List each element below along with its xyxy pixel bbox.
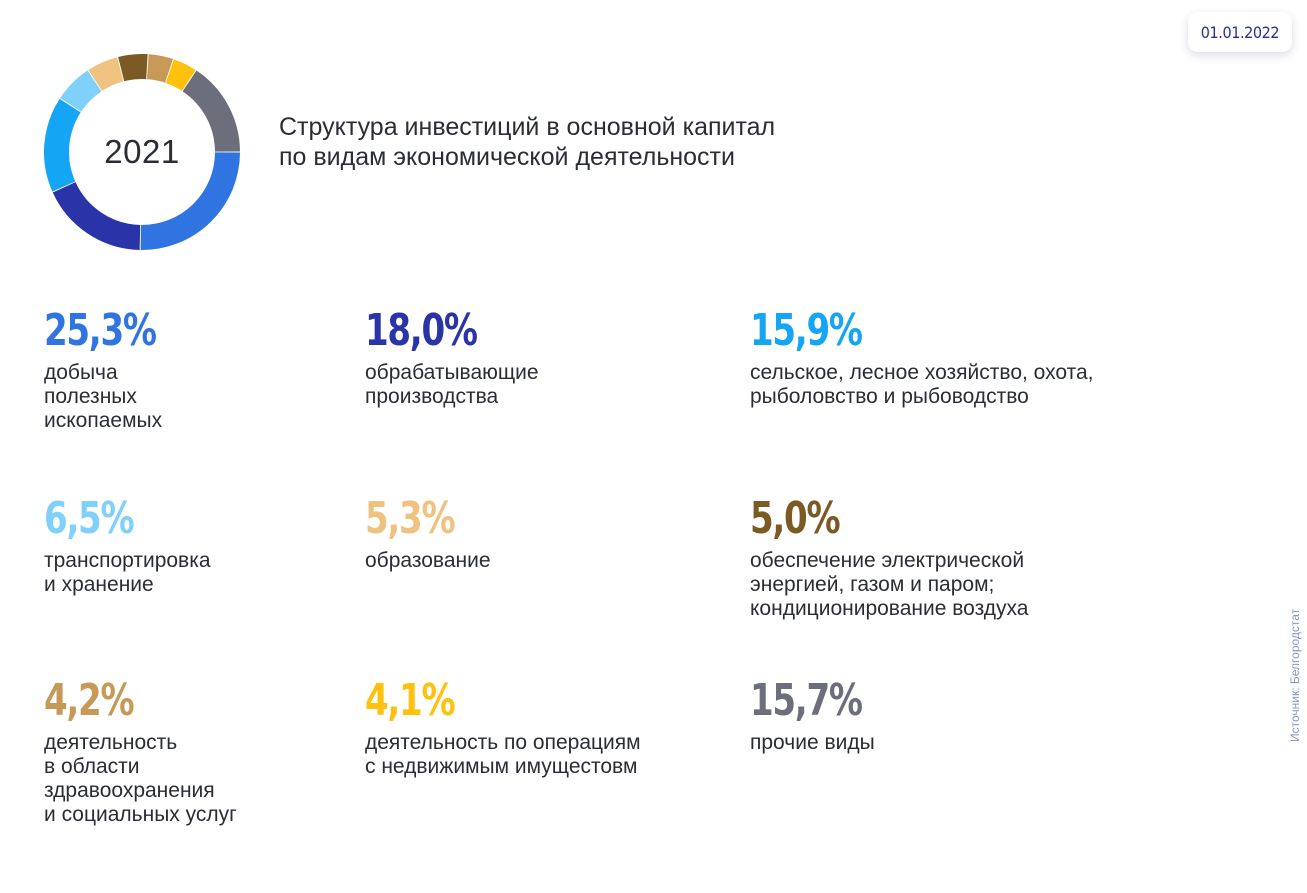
donut-slice — [88, 57, 124, 92]
page-title: Структура инвестиций в основной капитал … — [279, 112, 775, 172]
legend-item-education: 5,3% образование — [365, 495, 491, 573]
category-label-line: добыча — [44, 361, 118, 384]
category-label-line: полезных — [44, 385, 137, 408]
date-badge: 01.01.2022 — [1188, 12, 1292, 52]
category-label-line: образование — [365, 549, 491, 572]
category-label-line: деятельность — [44, 731, 178, 754]
category-label-line: в области — [44, 755, 140, 778]
category-label: транспортировка и хранение — [44, 549, 211, 597]
category-label: деятельность по операциям с недвижимым и… — [365, 731, 641, 779]
donut-slice — [165, 59, 196, 92]
donut-chart: 2021 — [44, 54, 240, 250]
category-label-line: производства — [365, 385, 499, 408]
category-label-line: ископаемых — [44, 409, 163, 432]
category-label-line: энергией, газом и паром; — [750, 573, 995, 596]
donut-slice — [140, 151, 240, 250]
legend-item-agriculture: 15,9% сельское, лесное хозяйство, охота,… — [750, 307, 1094, 409]
category-label-line: транспортировка — [44, 549, 211, 572]
category-label: обрабатывающие производства — [365, 361, 539, 409]
legend-item-healthcare: 4,2% деятельность в области здравоохране… — [44, 677, 237, 827]
category-label-line: обрабатывающие — [365, 361, 539, 384]
donut-slice — [118, 54, 148, 82]
legend-item-transport: 6,5% транспортировка и хранение — [44, 495, 211, 597]
percent-value: 4,1% — [365, 675, 456, 726]
category-label-line: и социальных услуг — [44, 803, 237, 826]
percent-value: 25,3% — [44, 305, 157, 356]
title-line: по видам экономической деятельности — [279, 143, 735, 171]
category-label-line: здравоохранения — [44, 779, 215, 802]
source-note: Источник: Белгородстат — [1287, 597, 1303, 742]
donut-slice — [44, 98, 81, 192]
donut-slice — [60, 70, 102, 113]
category-label: сельское, лесное хозяйство, охота, рыбол… — [750, 361, 1094, 409]
legend-item-real-estate: 4,1% деятельность по операциям с недвижи… — [365, 677, 641, 779]
source-text: Источник: Белгородстат — [1288, 608, 1302, 742]
percent-value: 15,9% — [750, 305, 863, 356]
category-label-line: деятельность по операциям — [365, 731, 641, 754]
percent-value: 15,7% — [750, 675, 863, 726]
category-label: образование — [365, 549, 491, 573]
percent-value: 6,5% — [44, 493, 135, 544]
year-label: 2021 — [104, 133, 180, 170]
percent-value: 5,0% — [750, 493, 841, 544]
legend-item-manufacturing: 18,0% обрабатывающие производства — [365, 307, 539, 409]
category-label-line: рыболовство и рыбоводство — [750, 385, 1029, 408]
percent-value: 18,0% — [365, 305, 478, 356]
donut-chart-svg — [44, 54, 240, 250]
legend-item-energy: 5,0% обеспечение электрической энергией,… — [750, 495, 1028, 621]
donut-slice — [52, 181, 141, 250]
category-label-line: сельское, лесное хозяйство, охота, — [750, 361, 1094, 384]
category-label: добыча полезных ископаемых — [44, 361, 174, 433]
category-label-line: и хранение — [44, 573, 154, 596]
title-line: Структура инвестиций в основной капитал — [279, 113, 776, 141]
legend-item-other: 15,7% прочие виды — [750, 677, 880, 755]
legend-item-mining: 25,3% добыча полезных ископаемых — [44, 307, 174, 433]
donut-slice — [146, 54, 173, 83]
category-label: деятельность в области здравоохранения и… — [44, 731, 237, 827]
category-label-line: кондиционирование воздуха — [750, 597, 1029, 620]
category-label-line: обеспечение электрической — [750, 549, 1025, 572]
percent-value: 5,3% — [365, 493, 456, 544]
category-label: прочие виды — [750, 731, 880, 755]
percent-value: 4,2% — [44, 675, 135, 726]
category-label-line: с недвижимым имущестовм — [365, 755, 638, 778]
category-label-line: прочие виды — [750, 731, 875, 754]
category-label: обеспечение электрической энергией, газо… — [750, 549, 1028, 621]
donut-slice — [182, 70, 240, 153]
